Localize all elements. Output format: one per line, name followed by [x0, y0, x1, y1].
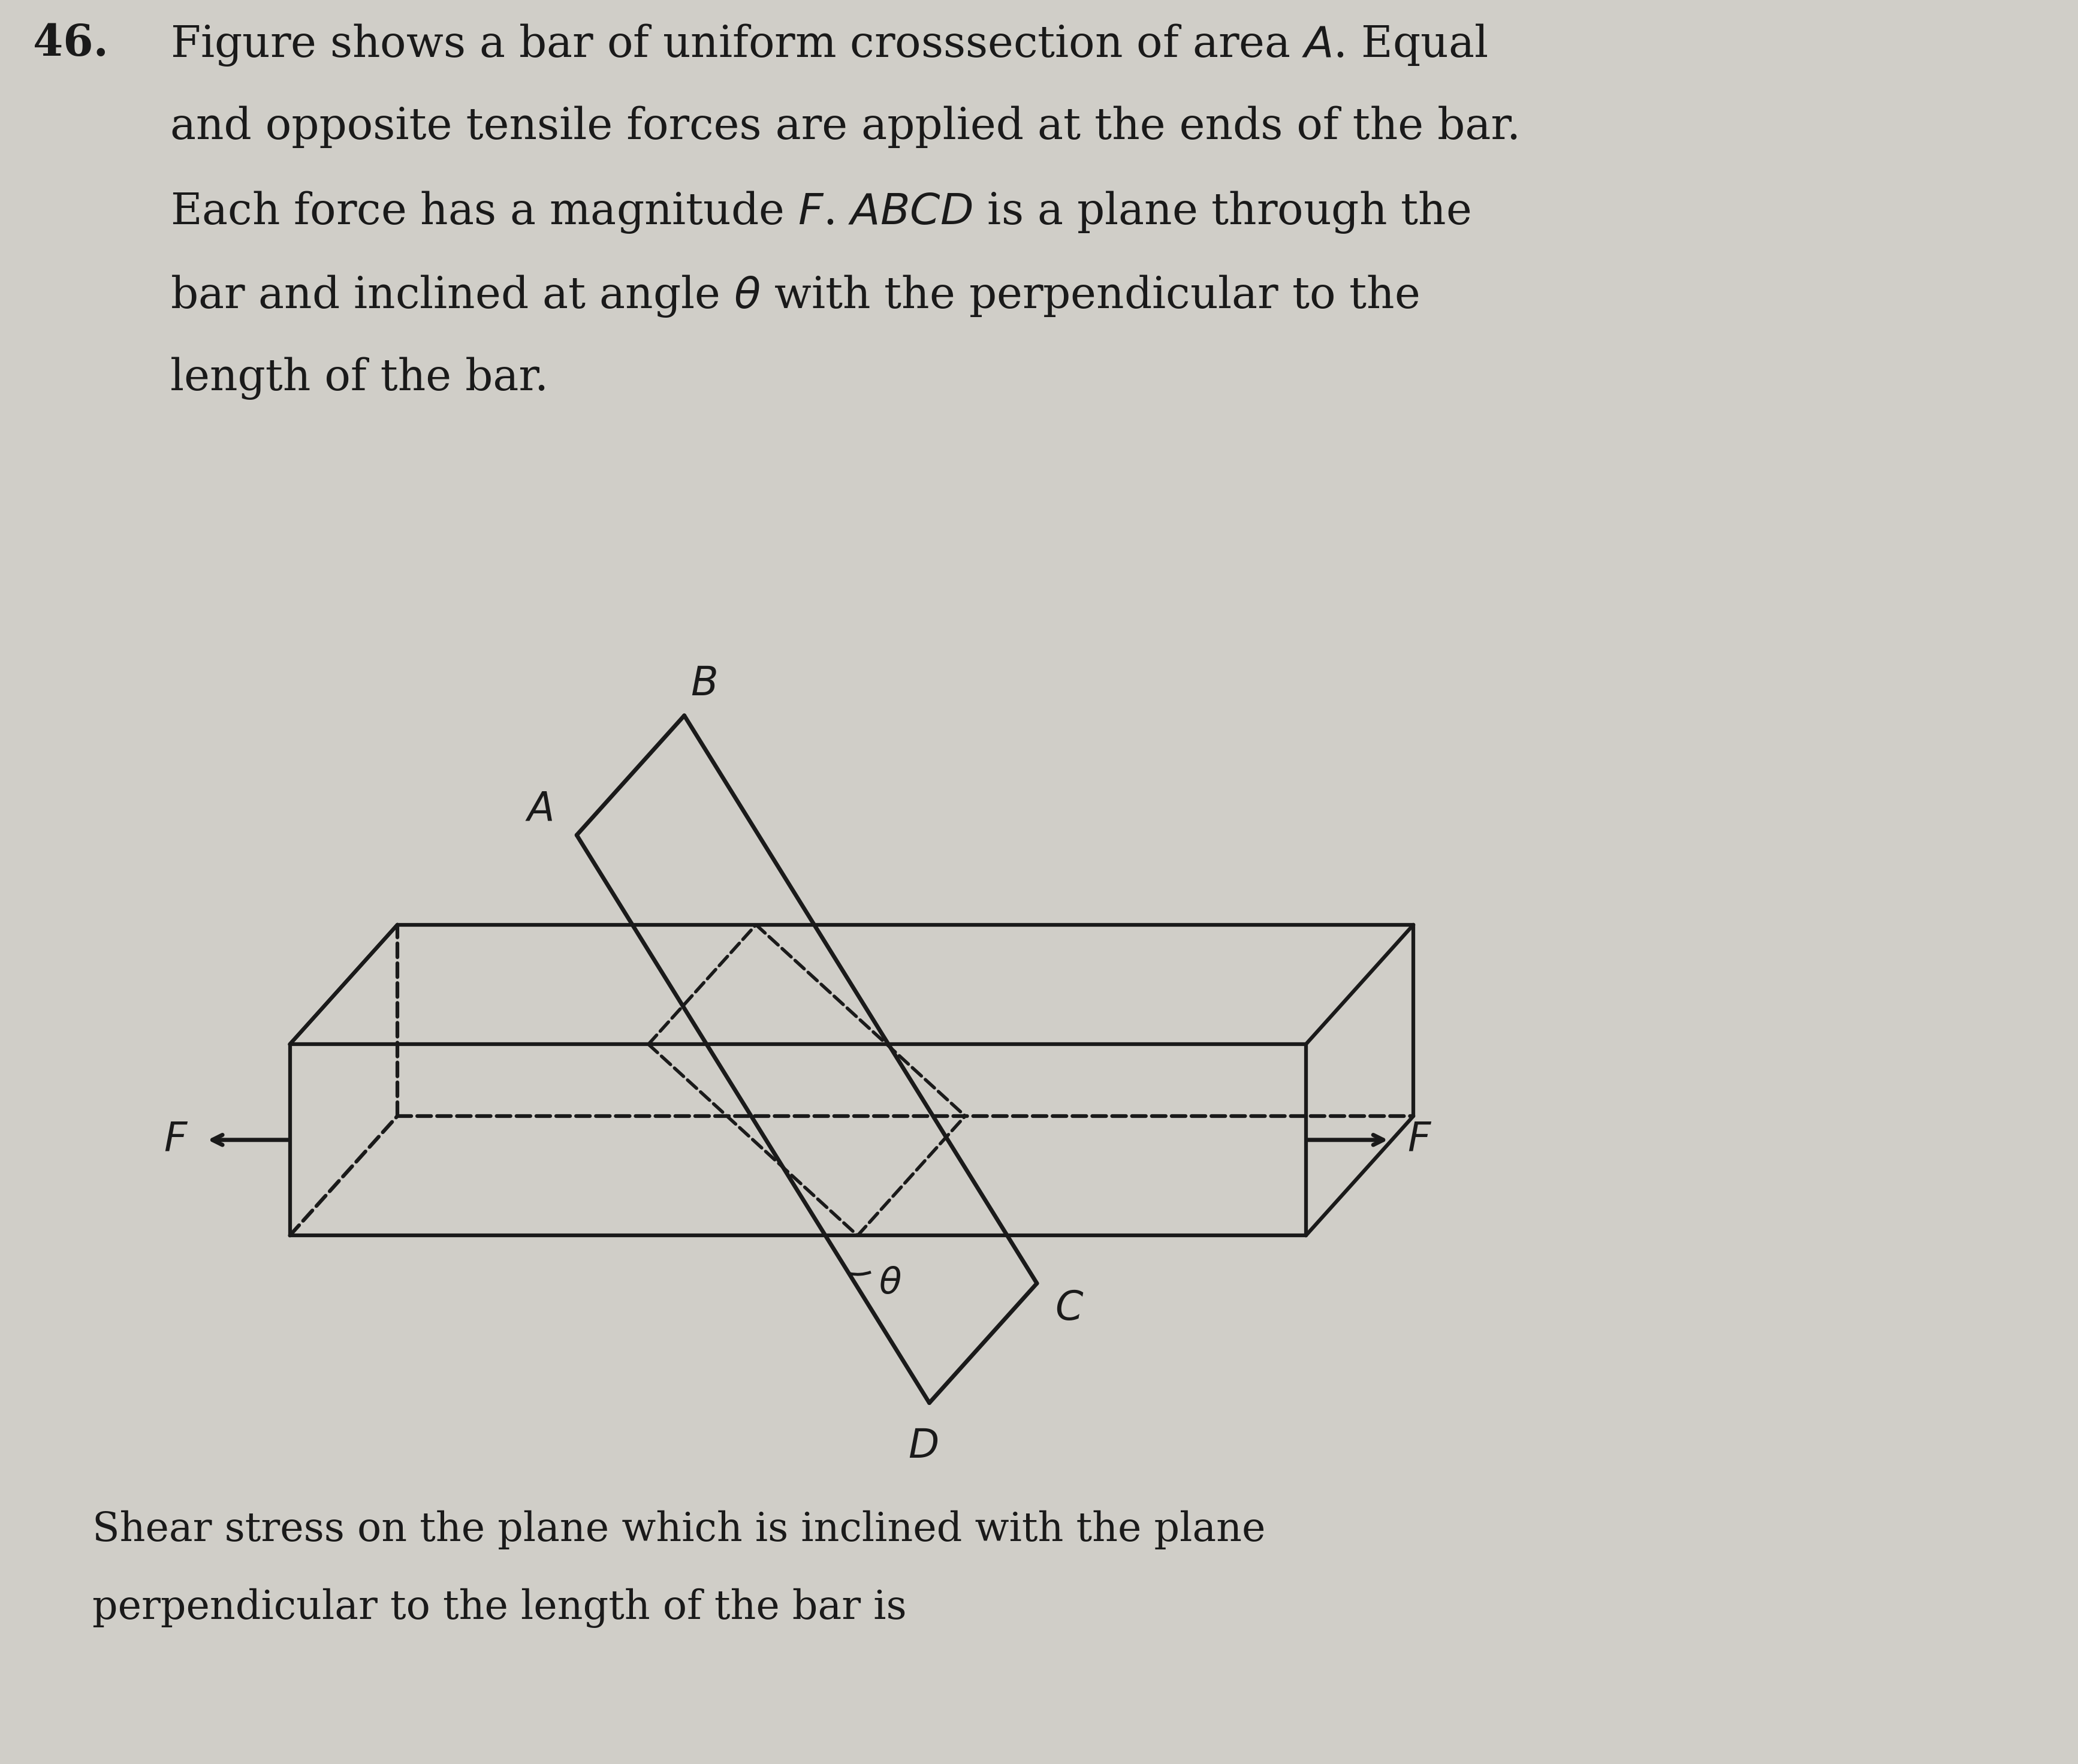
Text: bar and inclined at angle $\theta$ with the perpendicular to the: bar and inclined at angle $\theta$ with …: [170, 273, 1419, 319]
Text: Shear stress on the plane which is inclined with the plane: Shear stress on the plane which is incli…: [94, 1510, 1266, 1549]
Text: and opposite tensile forces are applied at the ends of the bar.: and opposite tensile forces are applied …: [170, 106, 1521, 148]
Text: $F$: $F$: [164, 1120, 189, 1159]
Text: $A$: $A$: [526, 790, 553, 829]
Text: 46.: 46.: [33, 23, 108, 65]
Text: perpendicular to the length of the bar is: perpendicular to the length of the bar i…: [94, 1588, 906, 1628]
Text: Each force has a magnitude $F$. $ABCD$ is a plane through the: Each force has a magnitude $F$. $ABCD$ i…: [170, 189, 1471, 235]
Text: length of the bar.: length of the bar.: [170, 356, 549, 400]
Text: $D$: $D$: [908, 1427, 939, 1466]
Text: $F$: $F$: [1407, 1120, 1432, 1159]
Text: Figure shows a bar of uniform crosssection of area $A$. Equal: Figure shows a bar of uniform crosssecti…: [170, 23, 1488, 67]
Text: $\theta$: $\theta$: [879, 1265, 902, 1302]
Text: $C$: $C$: [1056, 1289, 1085, 1328]
Text: $B$: $B$: [690, 665, 717, 704]
